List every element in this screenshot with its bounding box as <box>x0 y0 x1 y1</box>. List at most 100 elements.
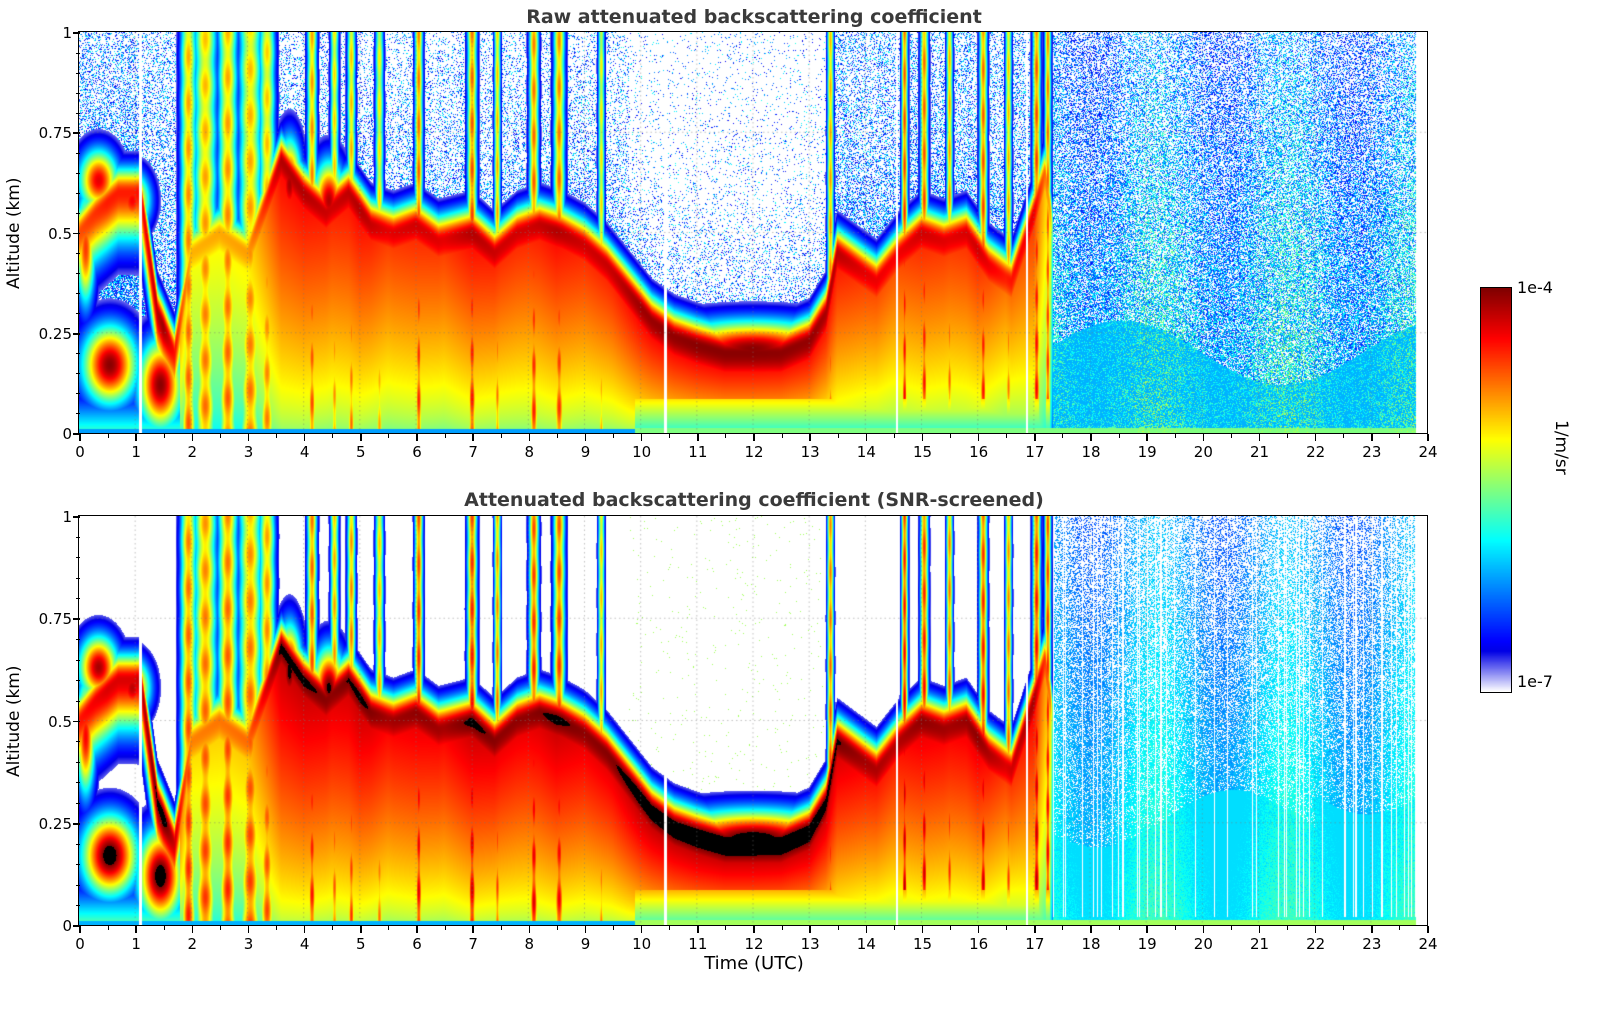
x-tick-label: 5 <box>356 935 366 953</box>
x-tick-label: 11 <box>688 443 708 461</box>
x-minor-tick <box>893 926 895 930</box>
x-minor-tick <box>219 926 221 930</box>
x-minor-tick <box>950 926 952 930</box>
x-minor-tick <box>1230 926 1232 930</box>
x-tick <box>584 434 587 441</box>
x-minor-tick <box>444 434 446 438</box>
x-tick-label: 3 <box>243 443 254 461</box>
x-minor-tick <box>107 434 109 438</box>
x-tick-label: 20 <box>1193 443 1213 461</box>
x-tick-label: 8 <box>524 443 535 461</box>
x-tick <box>640 434 643 441</box>
x-tick <box>1427 434 1429 441</box>
y-minor-tick <box>76 598 80 600</box>
y-minor-tick <box>76 413 80 415</box>
y-tick <box>73 618 80 621</box>
x-tick <box>865 926 868 933</box>
x-tick-label: 13 <box>800 935 820 953</box>
y-minor-tick <box>76 192 80 194</box>
x-minor-tick <box>1230 434 1232 438</box>
x-tick-label: 19 <box>1137 935 1157 953</box>
x-tick <box>753 434 755 441</box>
y-minor-tick <box>76 52 80 54</box>
y-minor-tick <box>76 172 80 174</box>
y-minor-tick <box>76 112 80 114</box>
y-minor-tick <box>76 741 80 743</box>
colorbar-max-label: 1e-4 <box>1517 278 1553 297</box>
x-minor-tick <box>388 434 390 438</box>
x-tick-label: 13 <box>800 443 820 461</box>
y-tick <box>73 132 80 135</box>
y-tick-label: 1 <box>62 508 72 526</box>
x-tick <box>247 434 250 441</box>
x-minor-tick <box>1287 926 1289 930</box>
x-minor-tick <box>1174 434 1176 438</box>
x-tick-label: 15 <box>912 935 933 953</box>
x-tick-label: 15 <box>912 443 933 461</box>
x-minor-tick <box>1062 434 1064 438</box>
x-tick-label: 7 <box>468 935 478 953</box>
x-tick <box>528 926 531 933</box>
x-minor-tick <box>893 434 895 438</box>
x-tick <box>753 926 755 933</box>
x-tick-label: 1 <box>131 935 141 953</box>
colorbar <box>1480 287 1512 693</box>
x-minor-tick <box>950 434 952 438</box>
y-minor-tick <box>76 884 80 886</box>
x-tick <box>1090 434 1092 441</box>
screened-heatmap-canvas <box>79 516 1427 925</box>
x-minor-tick <box>1343 434 1345 438</box>
x-tick <box>1314 434 1317 441</box>
y-minor-tick <box>76 353 80 355</box>
colorbar-min-label: 1e-7 <box>1517 672 1553 691</box>
y-tick <box>73 232 80 235</box>
x-tick <box>247 926 250 933</box>
x-tick <box>1427 926 1429 933</box>
x-tick <box>1146 926 1148 933</box>
x-tick <box>191 926 194 933</box>
x-minor-tick <box>332 434 334 438</box>
x-tick-label: 22 <box>1306 935 1326 953</box>
raw-heatmap-canvas <box>79 32 1427 433</box>
x-tick <box>1034 434 1036 441</box>
x-minor-tick <box>500 434 502 438</box>
x-tick <box>921 434 924 441</box>
x-tick <box>135 434 137 441</box>
x-minor-tick <box>837 926 839 930</box>
y-tick <box>73 925 80 927</box>
y-minor-tick <box>76 72 80 74</box>
y-minor-tick <box>76 212 80 214</box>
x-tick-label: 23 <box>1362 935 1382 953</box>
x-tick <box>921 926 924 933</box>
x-tick-label: 24 <box>1418 935 1438 953</box>
colorbar-unit-label: 1/m/sr <box>1551 420 1571 475</box>
panel2-title: Attenuated backscattering coefficient (S… <box>464 489 1044 511</box>
x-tick <box>360 926 362 933</box>
x-minor-tick <box>556 434 558 438</box>
x-minor-tick <box>1062 926 1064 930</box>
y-minor-tick <box>76 373 80 375</box>
y-minor-tick <box>76 253 80 255</box>
y-minor-tick <box>76 273 80 275</box>
x-tick <box>135 926 137 933</box>
y-tick <box>73 332 80 335</box>
y-minor-tick <box>76 557 80 559</box>
y-tick <box>73 32 80 34</box>
y-minor-tick <box>76 577 80 579</box>
x-minor-tick <box>444 926 446 930</box>
x-tick-label: 4 <box>299 443 310 461</box>
x-tick-label: 7 <box>468 443 478 461</box>
y-tick <box>73 516 80 518</box>
x-minor-tick <box>556 926 558 930</box>
x-tick-label: 24 <box>1418 443 1438 461</box>
y-minor-tick <box>76 92 80 94</box>
x-tick <box>977 434 980 441</box>
x-tick-label: 12 <box>744 935 764 953</box>
x-tick <box>697 926 699 933</box>
x-minor-tick <box>332 926 334 930</box>
x-tick-label: 18 <box>1081 443 1101 461</box>
y-minor-tick <box>76 700 80 702</box>
x-tick <box>191 434 194 441</box>
x-tick-label: 9 <box>580 443 591 461</box>
y-tick <box>73 433 80 435</box>
